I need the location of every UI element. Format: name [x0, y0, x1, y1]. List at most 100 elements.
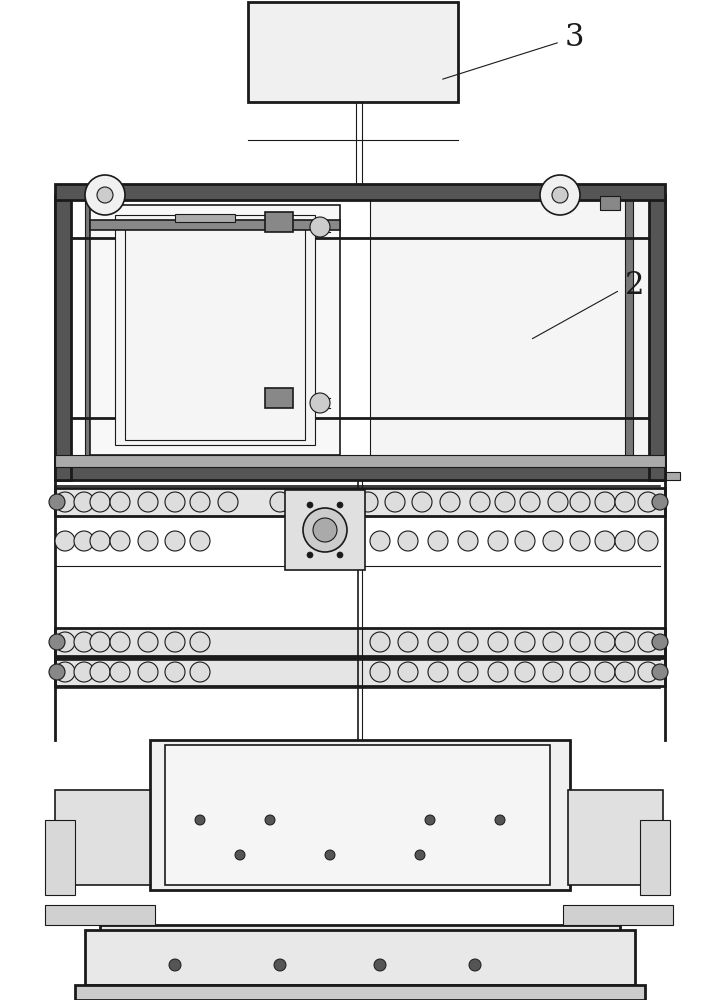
Circle shape	[138, 662, 158, 682]
Bar	[125, 220, 305, 440]
Circle shape	[165, 632, 185, 652]
Circle shape	[169, 959, 181, 971]
Circle shape	[385, 492, 405, 512]
Circle shape	[110, 662, 130, 682]
Circle shape	[595, 632, 615, 652]
Circle shape	[652, 634, 668, 650]
Circle shape	[90, 492, 110, 512]
Bar	[70, 472, 680, 480]
Circle shape	[638, 531, 658, 551]
Circle shape	[428, 632, 448, 652]
Circle shape	[110, 632, 130, 652]
Circle shape	[428, 662, 448, 682]
Bar	[175, 214, 235, 222]
Circle shape	[74, 492, 94, 512]
Circle shape	[370, 632, 390, 652]
Circle shape	[638, 662, 658, 682]
Circle shape	[470, 492, 490, 512]
Circle shape	[313, 518, 337, 542]
Circle shape	[615, 492, 635, 512]
Circle shape	[270, 492, 290, 512]
Bar	[55, 790, 150, 885]
Circle shape	[165, 662, 185, 682]
Circle shape	[190, 632, 210, 652]
Circle shape	[358, 492, 378, 512]
Circle shape	[652, 494, 668, 510]
Circle shape	[638, 492, 658, 512]
Circle shape	[337, 552, 343, 558]
Circle shape	[307, 552, 313, 558]
Circle shape	[488, 632, 508, 652]
Bar	[265, 212, 293, 232]
Circle shape	[370, 531, 390, 551]
Circle shape	[638, 632, 658, 652]
Bar	[285, 490, 365, 570]
Bar	[55, 628, 665, 656]
Circle shape	[415, 850, 425, 860]
Circle shape	[458, 662, 478, 682]
Circle shape	[138, 492, 158, 512]
Circle shape	[595, 531, 615, 551]
Circle shape	[374, 959, 386, 971]
Circle shape	[570, 492, 590, 512]
Circle shape	[398, 662, 418, 682]
Bar	[45, 820, 75, 895]
Circle shape	[570, 531, 590, 551]
Bar	[55, 658, 665, 686]
Circle shape	[265, 815, 275, 825]
Circle shape	[440, 492, 460, 512]
Bar	[55, 184, 665, 200]
Circle shape	[595, 492, 615, 512]
Circle shape	[615, 531, 635, 551]
Bar	[55, 464, 665, 480]
Bar	[150, 740, 570, 890]
Circle shape	[469, 959, 481, 971]
Circle shape	[110, 531, 130, 551]
Circle shape	[218, 492, 238, 512]
Circle shape	[190, 531, 210, 551]
Circle shape	[90, 632, 110, 652]
Circle shape	[90, 531, 110, 551]
Circle shape	[74, 632, 94, 652]
Circle shape	[495, 492, 515, 512]
Circle shape	[370, 662, 390, 682]
Circle shape	[543, 632, 563, 652]
Circle shape	[310, 217, 330, 237]
Bar	[85, 197, 93, 467]
Circle shape	[55, 662, 75, 682]
Circle shape	[398, 632, 418, 652]
Text: 3: 3	[565, 22, 584, 53]
Circle shape	[543, 662, 563, 682]
Bar	[90, 220, 340, 230]
Bar	[248, 2, 458, 102]
Circle shape	[515, 531, 535, 551]
Text: 2: 2	[625, 269, 645, 300]
Polygon shape	[85, 930, 635, 985]
Bar	[649, 195, 665, 480]
Bar	[45, 905, 155, 925]
Bar	[265, 388, 293, 408]
Circle shape	[488, 662, 508, 682]
Circle shape	[274, 959, 286, 971]
Circle shape	[110, 492, 130, 512]
Polygon shape	[75, 985, 645, 1000]
Circle shape	[515, 662, 535, 682]
Circle shape	[570, 632, 590, 652]
Circle shape	[49, 494, 65, 510]
Circle shape	[615, 662, 635, 682]
Circle shape	[458, 632, 478, 652]
Circle shape	[190, 492, 210, 512]
Circle shape	[310, 393, 330, 413]
Circle shape	[195, 815, 205, 825]
Circle shape	[85, 175, 125, 215]
Circle shape	[190, 662, 210, 682]
Bar	[600, 196, 620, 210]
Bar	[563, 905, 673, 925]
Circle shape	[515, 632, 535, 652]
Bar	[165, 745, 550, 885]
Circle shape	[615, 632, 635, 652]
Bar	[55, 195, 71, 480]
Bar	[55, 488, 665, 516]
Circle shape	[652, 664, 668, 680]
Bar	[568, 790, 663, 885]
